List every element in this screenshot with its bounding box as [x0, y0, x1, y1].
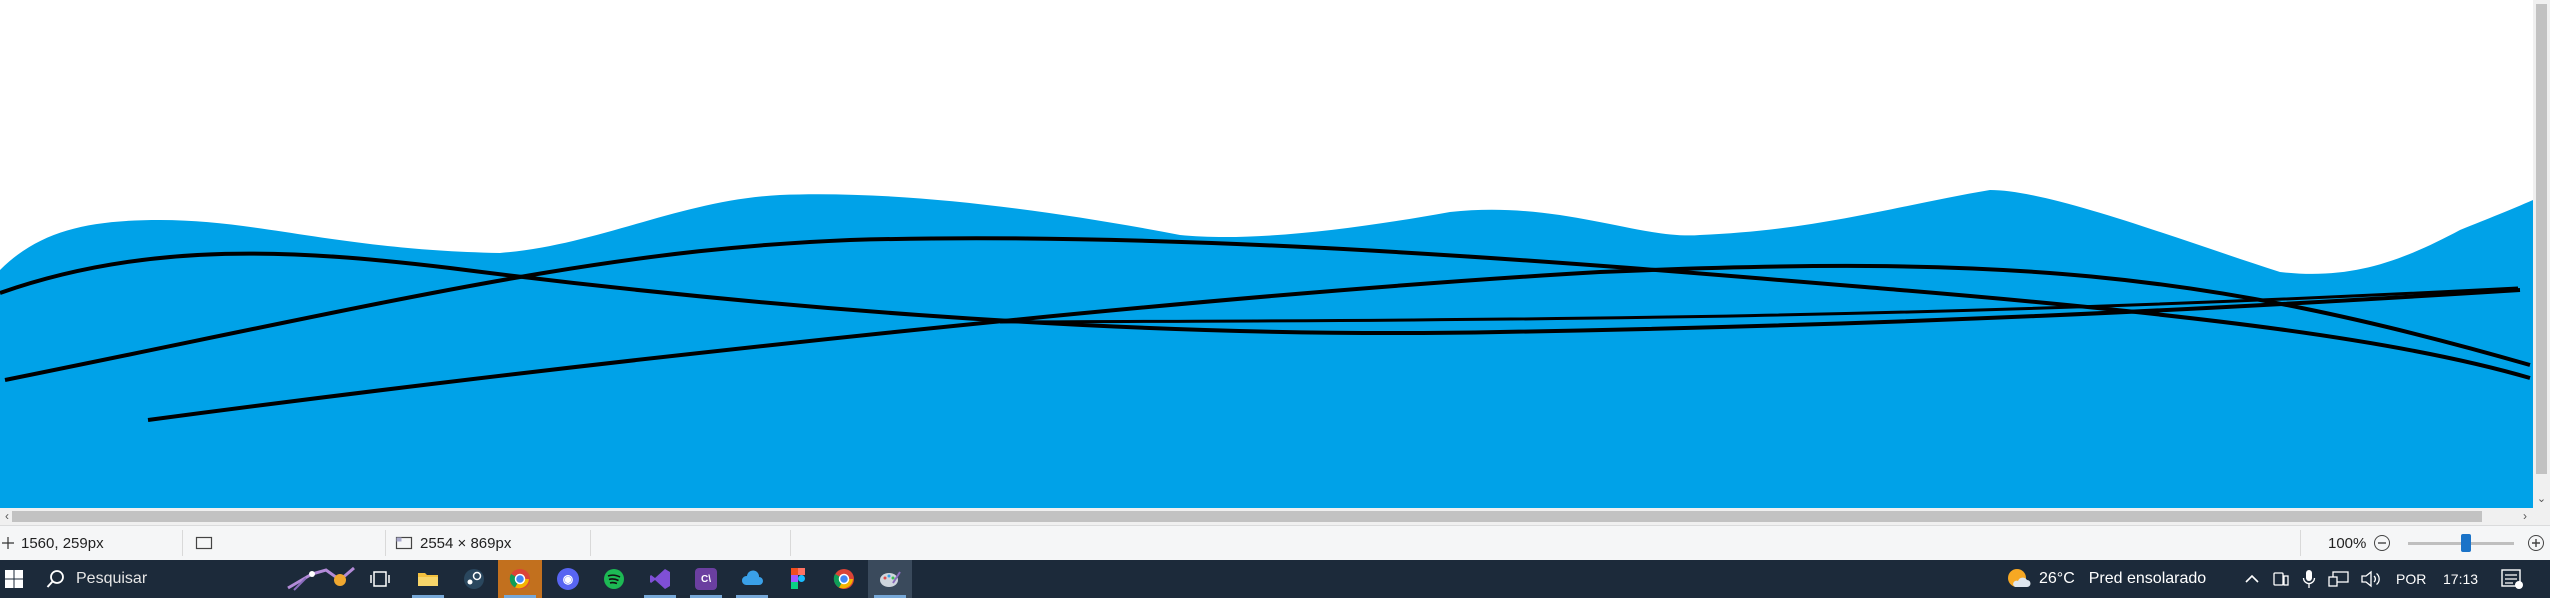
scrollbar-corner — [2533, 508, 2550, 525]
vertical-scrollbar[interactable]: ⌄ — [2533, 0, 2550, 508]
cloud-app-icon — [741, 570, 763, 585]
scroll-left-icon[interactable]: ‹ — [5, 509, 9, 523]
horizontal-scrollbar[interactable]: ‹ › — [0, 508, 2533, 525]
notification-icon — [2501, 569, 2523, 589]
visual-studio-icon — [650, 569, 670, 589]
tray-network[interactable] — [2328, 560, 2350, 598]
black-curve-3 — [147, 263, 2531, 422]
microphone-icon — [2302, 570, 2316, 588]
weather-widget[interactable]: 26°C Pred ensolarado — [2005, 560, 2206, 598]
zoom-level-text: 100% — [2328, 534, 2367, 552]
taskbar-app-chrome-active[interactable] — [498, 560, 542, 598]
taskbar-app-task-view[interactable] — [358, 560, 402, 598]
language-text: POR — [2396, 571, 2427, 587]
zoom-in-item — [2527, 526, 2545, 560]
network-icon — [2328, 571, 2349, 587]
spotify-icon — [604, 569, 624, 589]
cursor-position-item: 1560, 259px — [2, 526, 104, 560]
tray-device[interactable] — [2272, 560, 2290, 598]
canvas-drawing — [0, 190, 2533, 508]
search-highlight-icon — [287, 566, 355, 591]
crosshair-icon — [2, 537, 14, 549]
tray-overflow[interactable] — [2244, 560, 2260, 598]
chrome-icon — [833, 569, 854, 589]
weather-temp: 26°C — [2039, 570, 2075, 587]
chrome-icon — [509, 569, 530, 589]
zoom-out-icon[interactable] — [2373, 534, 2391, 552]
search-highlight-image[interactable] — [282, 560, 362, 598]
taskbar-app-paint[interactable] — [868, 560, 912, 598]
zoom-slider[interactable] — [2408, 542, 2514, 545]
taskbar-app-weather[interactable] — [730, 560, 774, 598]
code-icon: C\ — [695, 568, 717, 590]
selection-size-item — [195, 526, 213, 560]
status-bar: 1560, 259px 2554 × 869px 100% — [0, 525, 2550, 560]
blue-wave-fill — [0, 190, 2533, 508]
scroll-right-icon[interactable]: › — [2523, 509, 2527, 523]
paint-icon — [880, 571, 901, 587]
figma-icon — [791, 568, 805, 589]
zoom-controls: 100% — [2328, 526, 2391, 560]
taskbar-app-spotify[interactable] — [592, 560, 636, 598]
tray-volume[interactable] — [2360, 560, 2382, 598]
tray-microphone[interactable] — [2302, 560, 2316, 598]
horizontal-scroll-thumb[interactable] — [12, 511, 2482, 522]
windows-taskbar: Pesquisar ◉ C\ — [0, 560, 2550, 598]
taskbar-app-chrome[interactable] — [822, 560, 866, 598]
tray-notifications[interactable] — [2500, 560, 2524, 598]
device-icon — [2273, 572, 2289, 586]
taskbar-search[interactable]: Pesquisar — [30, 560, 270, 598]
taskbar-app-figma[interactable] — [776, 560, 820, 598]
taskbar-app-file-explorer[interactable] — [406, 560, 450, 598]
scroll-down-icon[interactable]: ⌄ — [2536, 493, 2547, 505]
selection-icon — [195, 536, 213, 550]
chevron-up-icon — [2245, 574, 2259, 583]
search-placeholder: Pesquisar — [76, 570, 148, 587]
cursor-position-text: 1560, 259px — [21, 534, 104, 552]
taskbar-app-visual-studio[interactable] — [638, 560, 682, 598]
zoom-in-icon[interactable] — [2527, 534, 2545, 552]
task-view-icon — [370, 571, 390, 587]
steam-icon — [464, 569, 484, 589]
black-curve-2 — [4, 236, 2531, 382]
tray-clock[interactable]: 17:13 — [2443, 560, 2478, 598]
tray-language[interactable]: POR — [2396, 560, 2426, 598]
vertical-scroll-thumb[interactable] — [2536, 4, 2547, 474]
clock-time: 17:13 — [2443, 571, 2479, 587]
folder-icon — [418, 573, 438, 586]
partly-sunny-icon — [2008, 569, 2031, 587]
weather-desc: Pred ensolarado — [2088, 570, 2207, 587]
discord-icon: ◉ — [557, 568, 579, 590]
zoom-slider-thumb[interactable] — [2461, 534, 2472, 552]
search-icon — [46, 570, 64, 588]
image-size-icon — [395, 536, 413, 550]
volume-icon — [2361, 570, 2380, 588]
taskbar-app-code[interactable]: C\ — [684, 560, 728, 598]
image-size-item: 2554 × 869px — [395, 526, 511, 560]
windows-logo-icon — [5, 570, 23, 588]
black-line-4 — [999, 286, 2519, 324]
taskbar-app-discord[interactable]: ◉ — [546, 560, 590, 598]
image-size-text: 2554 × 869px — [420, 534, 512, 552]
start-button[interactable] — [0, 560, 28, 598]
black-curve-1 — [0, 251, 2521, 336]
taskbar-app-steam[interactable] — [452, 560, 496, 598]
paint-canvas[interactable] — [0, 0, 2533, 508]
